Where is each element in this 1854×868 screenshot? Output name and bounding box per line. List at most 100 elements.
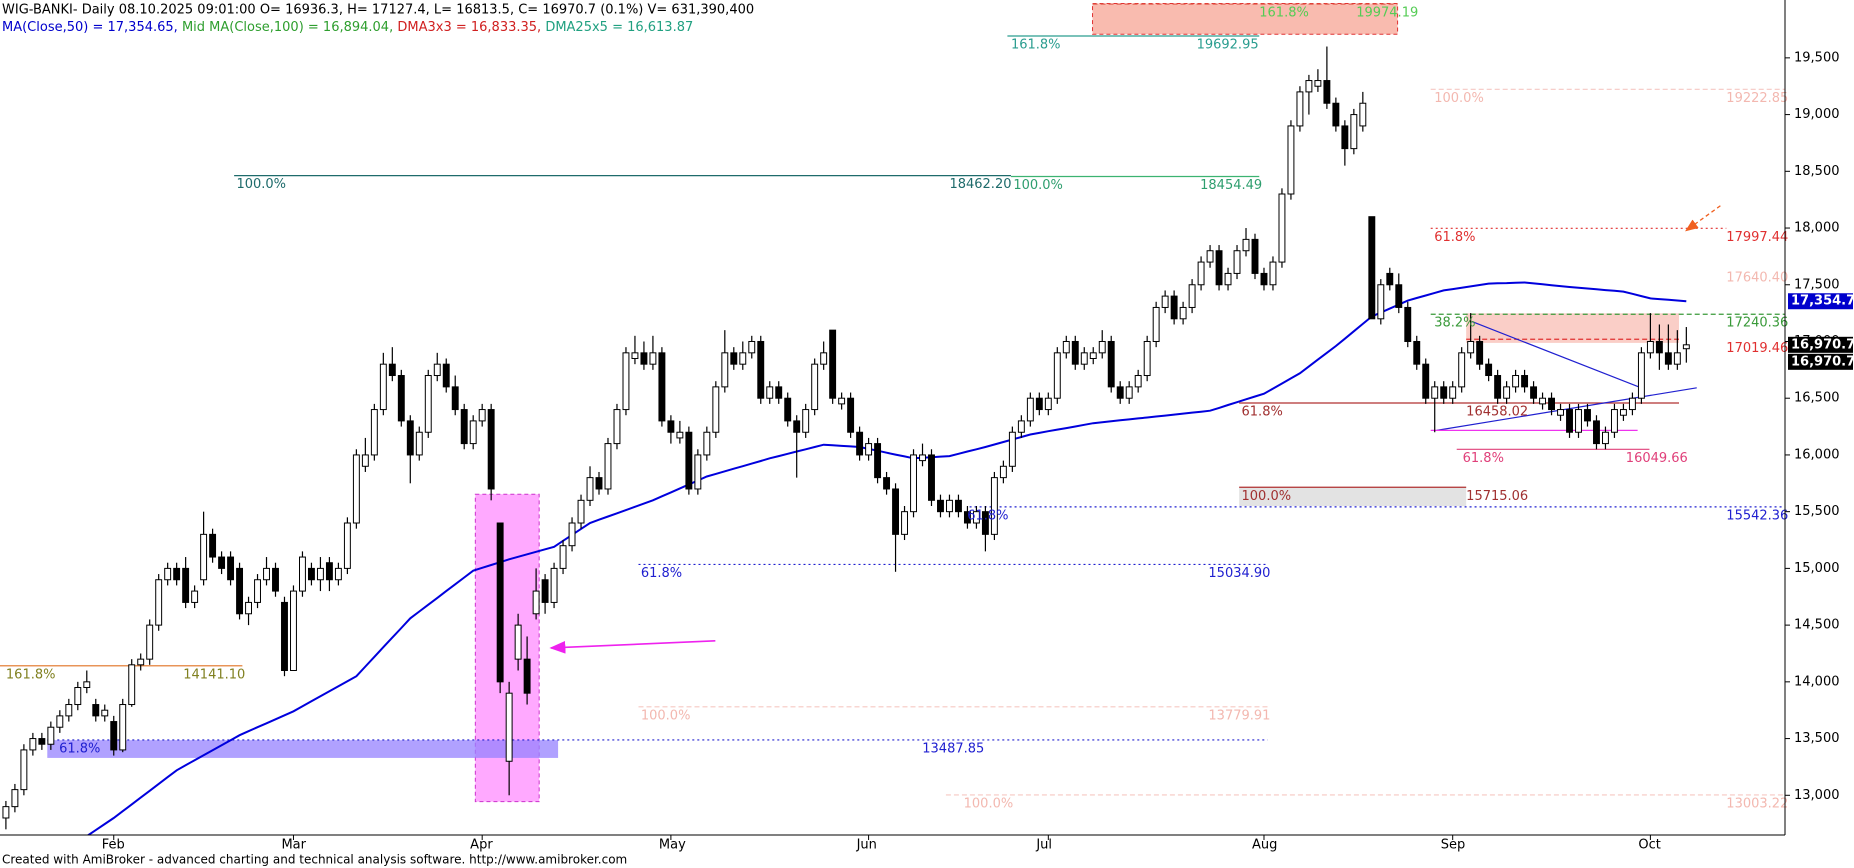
candle-body	[963, 511, 971, 524]
y-tick-label: 18,500	[1794, 164, 1840, 179]
candle-body	[1521, 375, 1529, 388]
candle-body	[694, 454, 702, 490]
candle-body	[487, 409, 495, 490]
chart-title: WIG-BANKI- Daily 08.10.2025 09:01:00 O= …	[2, 3, 754, 18]
candle-body	[343, 522, 351, 569]
fib-price-label: 13779.91	[1208, 708, 1270, 723]
candle-body	[460, 409, 468, 445]
candle-body	[937, 499, 944, 513]
fib-price-label: 17240.36	[1726, 316, 1788, 331]
fib-pct-label: 100.0%	[964, 796, 1014, 811]
candle-body	[1610, 409, 1618, 433]
y-tick-label: 19,000	[1794, 107, 1840, 122]
candle-body	[209, 533, 217, 558]
y-tick-label: 13,500	[1794, 731, 1840, 746]
candle-body	[1053, 352, 1061, 399]
candle-body	[874, 443, 882, 479]
candle-body	[316, 567, 324, 581]
candle-body	[1548, 397, 1555, 411]
candle-body	[1089, 352, 1097, 360]
candle-body	[227, 556, 235, 581]
candle-body	[1296, 91, 1304, 127]
candle-body	[1161, 295, 1169, 308]
candle-body	[1404, 306, 1412, 342]
candle-body	[1242, 238, 1250, 252]
candle-body	[568, 522, 576, 547]
candle-body	[1008, 431, 1016, 467]
candle-body	[559, 545, 567, 569]
candle-body	[1026, 397, 1034, 422]
candle-body	[83, 681, 91, 689]
price-tag	[1788, 353, 1853, 370]
candle-body	[1197, 261, 1205, 286]
candle-body	[406, 420, 414, 456]
candle-body	[1476, 340, 1484, 365]
candle-body	[613, 409, 621, 445]
x-tick-label: Mar	[281, 838, 306, 853]
candle-body	[631, 352, 639, 360]
fib-price-label: 15034.90	[1208, 566, 1270, 581]
fib-price-label: 15715.06	[1466, 489, 1528, 504]
candle-body	[1098, 340, 1106, 354]
candle-body	[442, 363, 450, 388]
candle-body	[1215, 250, 1223, 286]
candle-body	[1566, 409, 1573, 433]
candle-body	[1485, 363, 1493, 377]
candle-body	[1395, 284, 1403, 308]
candle-body	[56, 715, 64, 728]
x-tick-label: Jul	[1035, 838, 1052, 853]
candle-body	[74, 687, 82, 706]
candle-body	[1206, 250, 1214, 263]
candle-body	[1386, 272, 1394, 286]
candle-body	[1332, 102, 1340, 127]
candle-body	[784, 397, 792, 422]
candle-body	[290, 590, 297, 671]
candle-body	[1503, 386, 1511, 399]
candle-body	[478, 409, 486, 422]
zone-box	[47, 740, 559, 758]
candle-body	[65, 704, 73, 717]
candle-body	[191, 590, 199, 603]
fib-price-label: 17019.46	[1726, 341, 1788, 356]
plot-area	[0, 3, 1785, 835]
candle-body	[523, 658, 531, 694]
candle-body	[910, 454, 917, 513]
candle-body	[730, 352, 738, 365]
candle-body	[1377, 284, 1385, 320]
candle-body	[1440, 386, 1448, 399]
candle-body	[604, 443, 612, 490]
candle-body	[1134, 375, 1142, 388]
candle-body	[1017, 420, 1025, 433]
candle-body	[1323, 80, 1331, 104]
candle-body	[29, 738, 37, 751]
moving-average	[86, 281, 1687, 835]
x-tick-label: Oct	[1638, 838, 1660, 853]
candle-body	[577, 499, 585, 524]
fib-price-label: 17640.40	[1726, 270, 1788, 285]
candle-body	[1422, 363, 1430, 399]
y-tick-label: 16,000	[1794, 447, 1840, 462]
candle-body	[137, 658, 145, 666]
candle-body	[164, 567, 172, 581]
candle-body	[1044, 397, 1052, 411]
candle-body	[883, 477, 891, 490]
candle-body	[388, 363, 396, 377]
candle-body	[892, 488, 900, 535]
candle-body	[1035, 397, 1043, 411]
candle-body	[2, 806, 10, 819]
candle-body	[1116, 386, 1124, 399]
fib-price-label: 13003.22	[1726, 796, 1788, 811]
fib-price-label: 18462.20	[949, 177, 1011, 192]
candle-body	[1188, 284, 1196, 308]
fib-pct-label: 100.0%	[1013, 178, 1063, 193]
price-tag-label: 16,970.7	[1791, 354, 1854, 369]
candle-body	[1494, 375, 1502, 399]
target-box	[1092, 3, 1399, 35]
indicator-label: MA(Close,50) = 17,354.65,	[2, 20, 182, 35]
candle-body	[379, 363, 387, 411]
candle-body	[838, 397, 846, 405]
fib-pct-label: 161.8%	[1259, 6, 1309, 21]
y-tick-label: 14,500	[1794, 618, 1840, 633]
fib-pct-label: 61.8%	[1434, 230, 1475, 245]
candle-body	[263, 567, 270, 581]
